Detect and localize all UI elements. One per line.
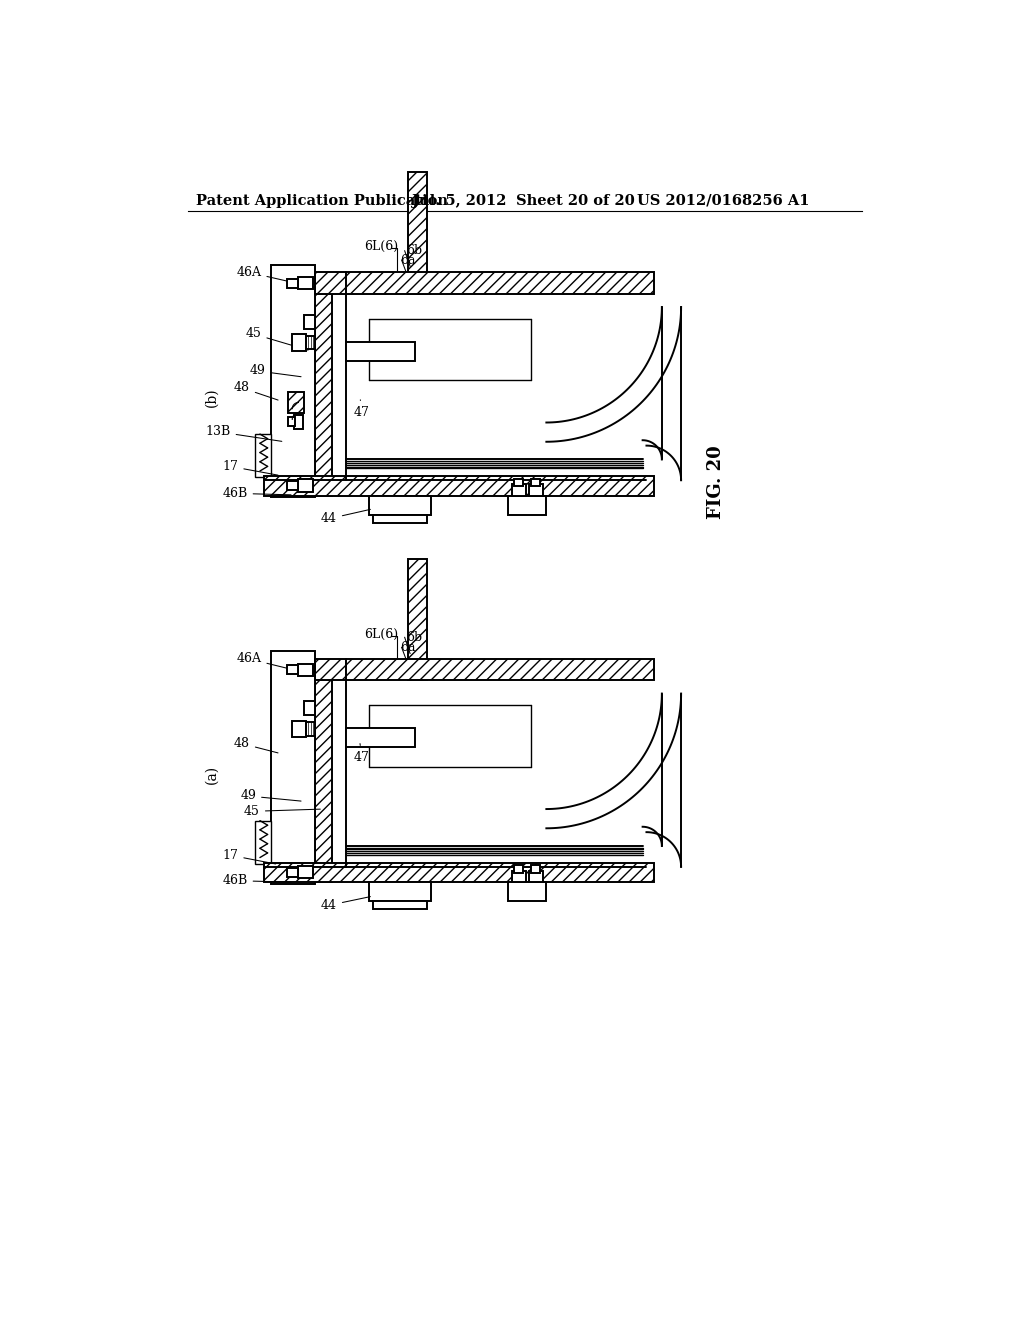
Bar bbox=[514, 866, 523, 873]
Bar bbox=[298, 664, 313, 676]
Text: 49: 49 bbox=[241, 789, 301, 803]
Bar bbox=[315, 659, 654, 681]
Bar bbox=[292, 334, 306, 351]
Text: 49: 49 bbox=[250, 364, 301, 378]
Bar bbox=[271, 651, 315, 884]
Bar bbox=[512, 484, 525, 496]
Bar bbox=[289, 392, 304, 413]
Text: 6b: 6b bbox=[407, 631, 422, 644]
Bar bbox=[298, 277, 313, 289]
Text: 45: 45 bbox=[244, 805, 321, 818]
Bar bbox=[408, 172, 427, 294]
Text: (b): (b) bbox=[205, 387, 218, 407]
Bar bbox=[346, 729, 416, 747]
Text: 44: 44 bbox=[321, 896, 371, 912]
Bar bbox=[531, 866, 541, 873]
Bar bbox=[370, 882, 431, 902]
Bar bbox=[370, 496, 431, 515]
Bar bbox=[298, 479, 313, 492]
Bar bbox=[514, 479, 523, 487]
Text: 17: 17 bbox=[222, 849, 275, 865]
Text: 46B: 46B bbox=[222, 874, 291, 887]
Bar bbox=[306, 722, 315, 737]
Bar bbox=[315, 681, 333, 882]
Text: 13B: 13B bbox=[206, 425, 282, 441]
Text: 46A: 46A bbox=[237, 652, 294, 669]
Bar bbox=[294, 414, 303, 429]
Text: 47: 47 bbox=[354, 400, 370, 418]
Text: Sheet 20 of 20: Sheet 20 of 20 bbox=[515, 194, 634, 207]
Text: 46B: 46B bbox=[222, 487, 291, 500]
Bar bbox=[346, 342, 416, 360]
Bar bbox=[512, 871, 525, 882]
Bar bbox=[304, 314, 315, 329]
Bar bbox=[528, 484, 543, 496]
Text: US 2012/0168256 A1: US 2012/0168256 A1 bbox=[637, 194, 810, 207]
Text: 47: 47 bbox=[354, 743, 370, 764]
Bar bbox=[287, 867, 298, 876]
Text: Patent Application Publication: Patent Application Publication bbox=[196, 194, 449, 207]
Bar bbox=[287, 665, 298, 675]
Bar bbox=[306, 335, 315, 350]
Bar bbox=[292, 721, 306, 738]
Text: 48: 48 bbox=[233, 737, 279, 752]
Text: 6L(6): 6L(6) bbox=[364, 240, 398, 253]
Text: Jul. 5, 2012: Jul. 5, 2012 bbox=[412, 194, 506, 207]
Text: 6a: 6a bbox=[400, 640, 416, 653]
Bar bbox=[531, 479, 541, 487]
Bar bbox=[408, 558, 427, 681]
Bar bbox=[528, 871, 543, 882]
Text: (a): (a) bbox=[205, 764, 218, 784]
Bar bbox=[287, 279, 298, 288]
Text: 45: 45 bbox=[246, 327, 308, 350]
Bar bbox=[288, 417, 295, 426]
Bar bbox=[373, 902, 427, 909]
Bar bbox=[373, 515, 427, 523]
Text: 6L(6): 6L(6) bbox=[364, 628, 398, 640]
Bar bbox=[315, 272, 654, 294]
Text: FIG. 20: FIG. 20 bbox=[707, 445, 725, 519]
Text: 6a: 6a bbox=[400, 253, 416, 267]
Bar bbox=[315, 294, 333, 496]
Bar bbox=[508, 496, 547, 515]
Text: 6b: 6b bbox=[407, 244, 422, 257]
Bar bbox=[264, 477, 654, 496]
Text: 17: 17 bbox=[222, 459, 278, 475]
Bar bbox=[508, 882, 547, 902]
Bar bbox=[264, 863, 654, 882]
Text: 44: 44 bbox=[321, 510, 371, 525]
Bar bbox=[271, 264, 315, 498]
Bar bbox=[255, 821, 271, 863]
Text: 48: 48 bbox=[233, 381, 279, 400]
Text: 46A: 46A bbox=[237, 265, 294, 282]
Bar bbox=[255, 434, 271, 478]
Bar bbox=[287, 480, 298, 490]
Bar bbox=[304, 701, 315, 715]
Bar bbox=[298, 866, 313, 878]
